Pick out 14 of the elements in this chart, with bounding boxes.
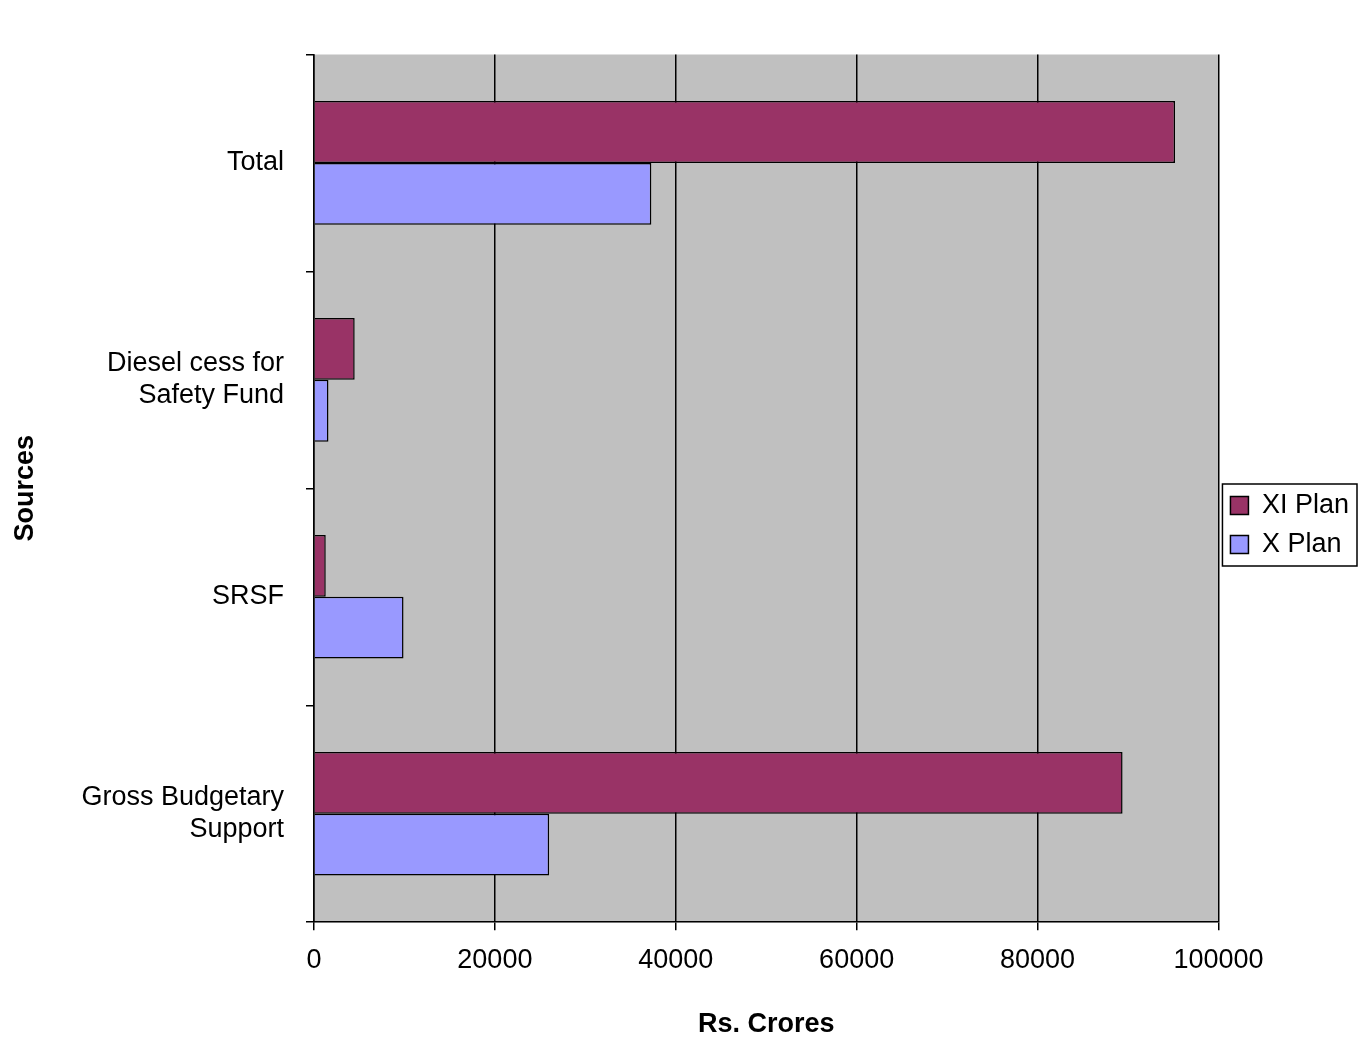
legend-label: X Plan — [1261, 527, 1342, 558]
y-tick-label: Total — [226, 146, 284, 177]
x-tick-label: 60000 — [819, 943, 895, 974]
y-axis-title: Sources — [8, 435, 39, 542]
x-tick-label: 80000 — [1000, 943, 1076, 974]
x-tick-label: 20000 — [457, 943, 533, 974]
x-tick-label: 40000 — [638, 943, 714, 974]
x-tick-label: 0 — [306, 943, 322, 974]
x-axis-title: Rs. Crores — [697, 1008, 835, 1039]
y-tick-label: Diesel cess for Safety Fund — [106, 347, 284, 410]
legend-label: XI Plan — [1261, 488, 1350, 519]
x-tick-label: 100000 — [1173, 943, 1264, 974]
y-tick-label: Gross Budgetary Support — [81, 780, 285, 844]
y-tick-label: SRSF — [211, 580, 284, 611]
